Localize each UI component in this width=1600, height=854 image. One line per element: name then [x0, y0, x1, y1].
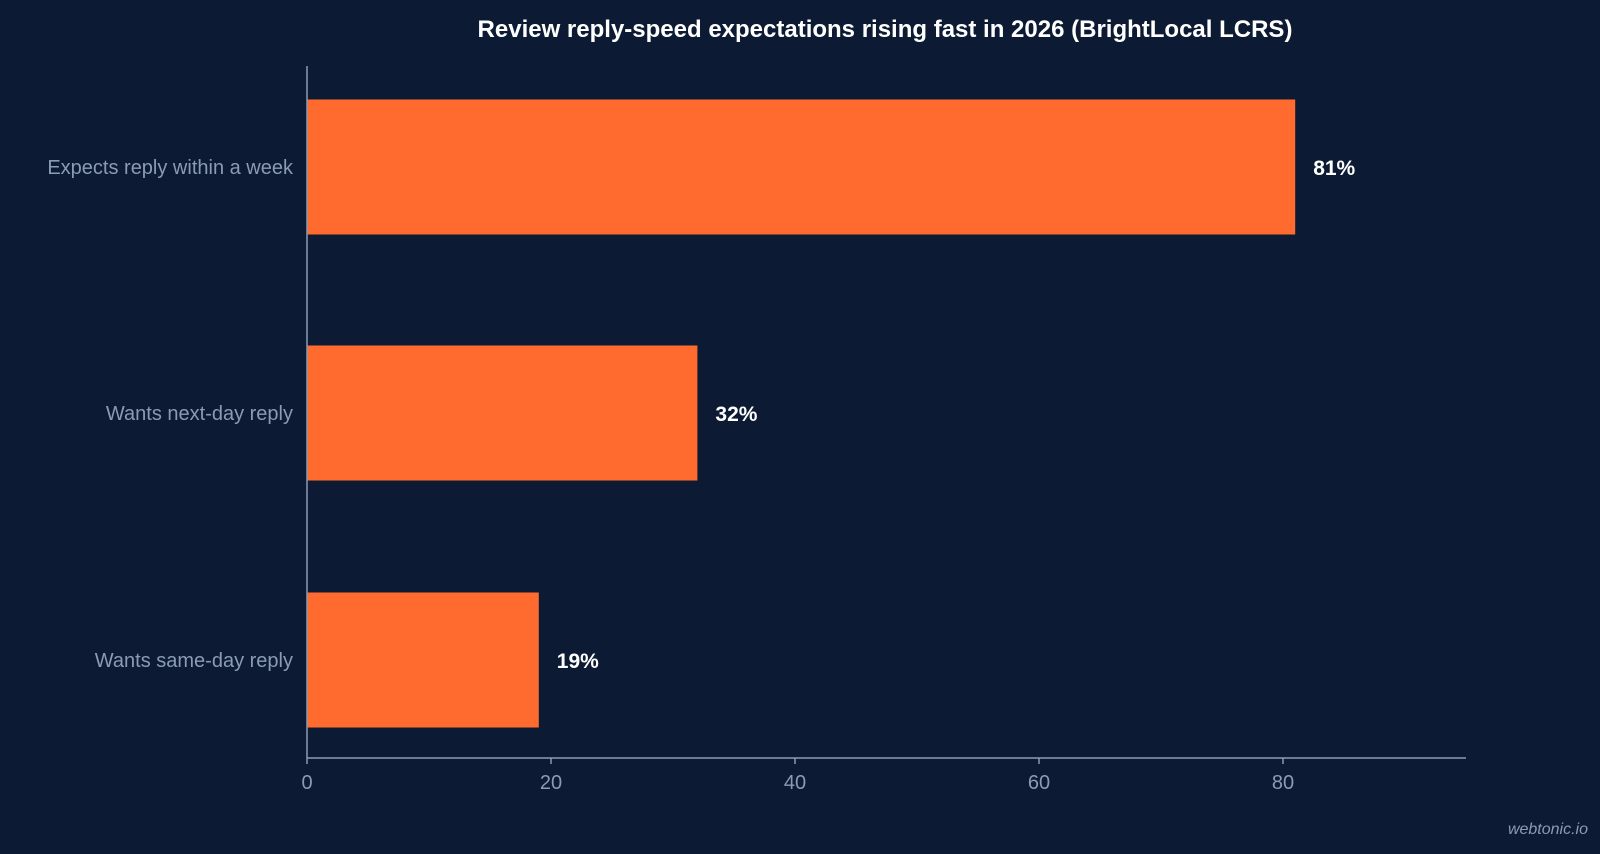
data-label: 32%: [715, 403, 757, 426]
x-tick-label: 60: [1028, 772, 1050, 794]
bar: [307, 592, 539, 728]
category-label: Expects reply within a week: [47, 157, 294, 179]
chart-title: Review reply-speed expectations rising f…: [478, 16, 1293, 43]
category-label: Wants same-day reply: [95, 650, 293, 672]
bar: [307, 345, 698, 481]
x-tick-label: 40: [784, 772, 806, 794]
x-tick-label: 0: [301, 772, 312, 794]
data-label: 81%: [1313, 157, 1355, 180]
axes-group: Expects reply within a week Wants next-da…: [47, 66, 1466, 794]
bars-group: 81% 32% 19%: [307, 99, 1356, 728]
category-label: Wants next-day reply: [106, 403, 293, 425]
bar: [307, 99, 1296, 235]
x-tick-label: 80: [1272, 772, 1294, 794]
watermark: webtonic.io: [1508, 821, 1588, 838]
data-label: 19%: [557, 650, 599, 673]
x-tick-label: 20: [540, 772, 562, 794]
